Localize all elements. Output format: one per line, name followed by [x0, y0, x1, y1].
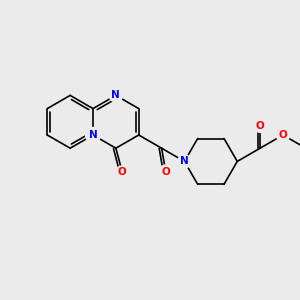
Text: N: N [180, 156, 189, 167]
Circle shape [116, 166, 129, 179]
Circle shape [159, 165, 172, 178]
Text: O: O [118, 167, 127, 177]
Circle shape [88, 130, 98, 140]
Circle shape [254, 119, 267, 132]
Text: O: O [161, 167, 170, 177]
Circle shape [110, 90, 121, 101]
Text: O: O [279, 130, 287, 140]
Text: N: N [88, 130, 98, 140]
Text: N: N [112, 90, 120, 100]
Circle shape [179, 156, 190, 167]
Circle shape [85, 128, 100, 142]
Circle shape [276, 128, 290, 142]
Circle shape [109, 89, 122, 102]
Text: O: O [256, 121, 265, 131]
Circle shape [178, 155, 191, 168]
